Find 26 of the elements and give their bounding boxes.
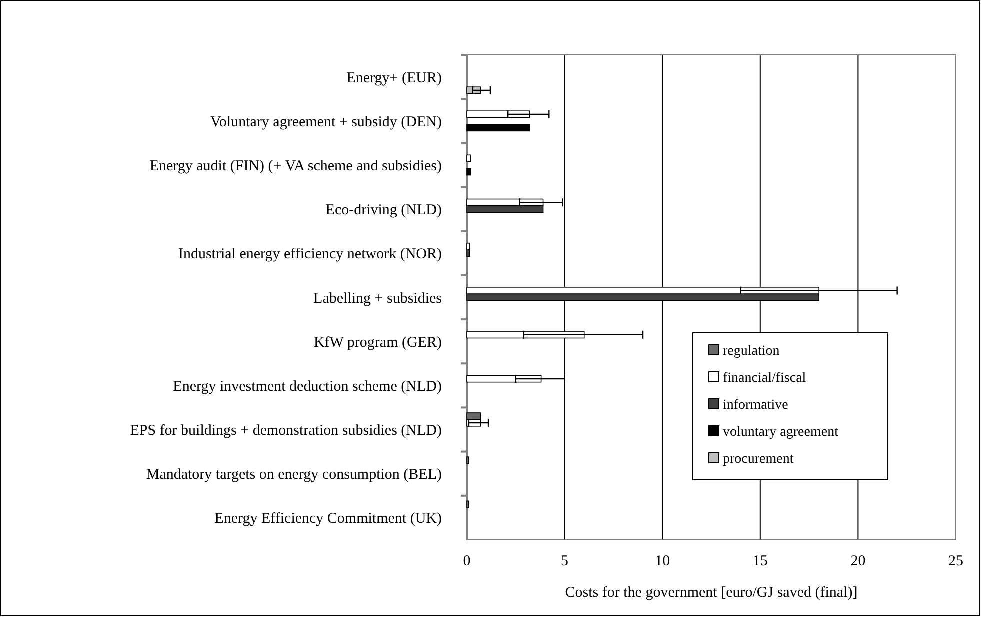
- y-tick-label: Energy audit (FIN) (+ VA scheme and subsidies): [150, 158, 442, 174]
- y-tick-label: Voluntary agreement + subsidy (DEN): [210, 114, 442, 130]
- legend-label: regulation: [723, 344, 780, 359]
- bar: [466, 154, 472, 162]
- y-tick-label: Energy Efficiency Commitment (UK): [214, 511, 442, 528]
- x-tick-label: 10: [655, 553, 670, 570]
- bar: [466, 168, 472, 176]
- x-tick-label: 25: [948, 553, 964, 570]
- y-tick-label: EPS for buildings + demonstration subsidies (NLD): [130, 423, 442, 440]
- x-tick-label: 20: [850, 553, 866, 570]
- x-axis-title: Costs for the government [euro/GJ saved (final)]: [565, 585, 858, 601]
- y-tick-label: Industrial energy efficiency network (NOR): [178, 246, 442, 263]
- y-tick-label: Eco-driving (NLD): [326, 202, 442, 219]
- legend-label: financial/fiscal: [723, 370, 806, 386]
- legend-label: procurement: [723, 452, 794, 467]
- x-tick-label: 0: [463, 553, 471, 570]
- y-tick-label: Energy+ (EUR): [346, 70, 442, 86]
- y-tick-label: Energy investment deduction scheme (NLD): [173, 378, 442, 395]
- x-tick-label: 5: [561, 553, 569, 570]
- legend-label: informative: [723, 398, 788, 413]
- bar: [466, 124, 530, 132]
- y-tick-label: KfW program (GER): [314, 334, 442, 351]
- legend-label: voluntary agreement: [723, 424, 839, 440]
- y-tick-label: Labelling + subsidies: [314, 290, 442, 307]
- x-tick-label: 15: [752, 553, 768, 570]
- y-tick-label: Mandatory targets on energy consumption (BEL): [146, 467, 442, 484]
